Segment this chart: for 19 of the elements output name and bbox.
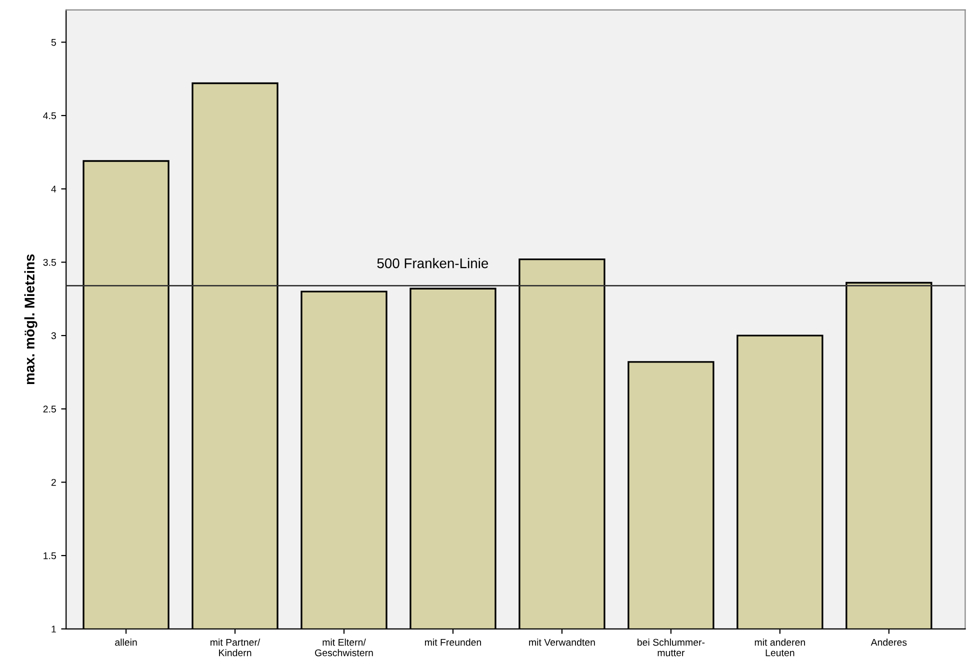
x-tick-label: mit Freunden bbox=[424, 638, 481, 646]
x-tick-label: Anderes bbox=[870, 638, 907, 646]
x-tick-label: mit Partner/ Kindern bbox=[210, 638, 260, 656]
y-tick-label: 4.5 bbox=[43, 112, 56, 120]
y-tick-label: 3 bbox=[51, 332, 56, 340]
y-tick-label: 2 bbox=[51, 478, 56, 486]
x-tick-label: mit Eltern/ Geschwistern bbox=[315, 638, 373, 656]
y-tick-label: 2.5 bbox=[43, 406, 56, 413]
x-tick-label: mit Verwandten bbox=[529, 638, 595, 646]
x-tick-label: bei Schlummer- mutter bbox=[638, 638, 705, 656]
x-tick-label: mit anderen Leuten bbox=[754, 638, 805, 656]
y-tick-label: 4 bbox=[51, 186, 56, 192]
y-tick-label: 3.5 bbox=[43, 258, 56, 266]
y-axis-title: max. mögl. Mietzins bbox=[24, 254, 38, 384]
y-tick-label: 1.5 bbox=[44, 552, 56, 560]
y-tick-label: 5 bbox=[51, 39, 56, 46]
ref-line-label: 500 Franken-Linie bbox=[377, 258, 488, 268]
x-tick-label: allein bbox=[115, 638, 137, 646]
y-tick-label: 1 bbox=[52, 626, 56, 632]
